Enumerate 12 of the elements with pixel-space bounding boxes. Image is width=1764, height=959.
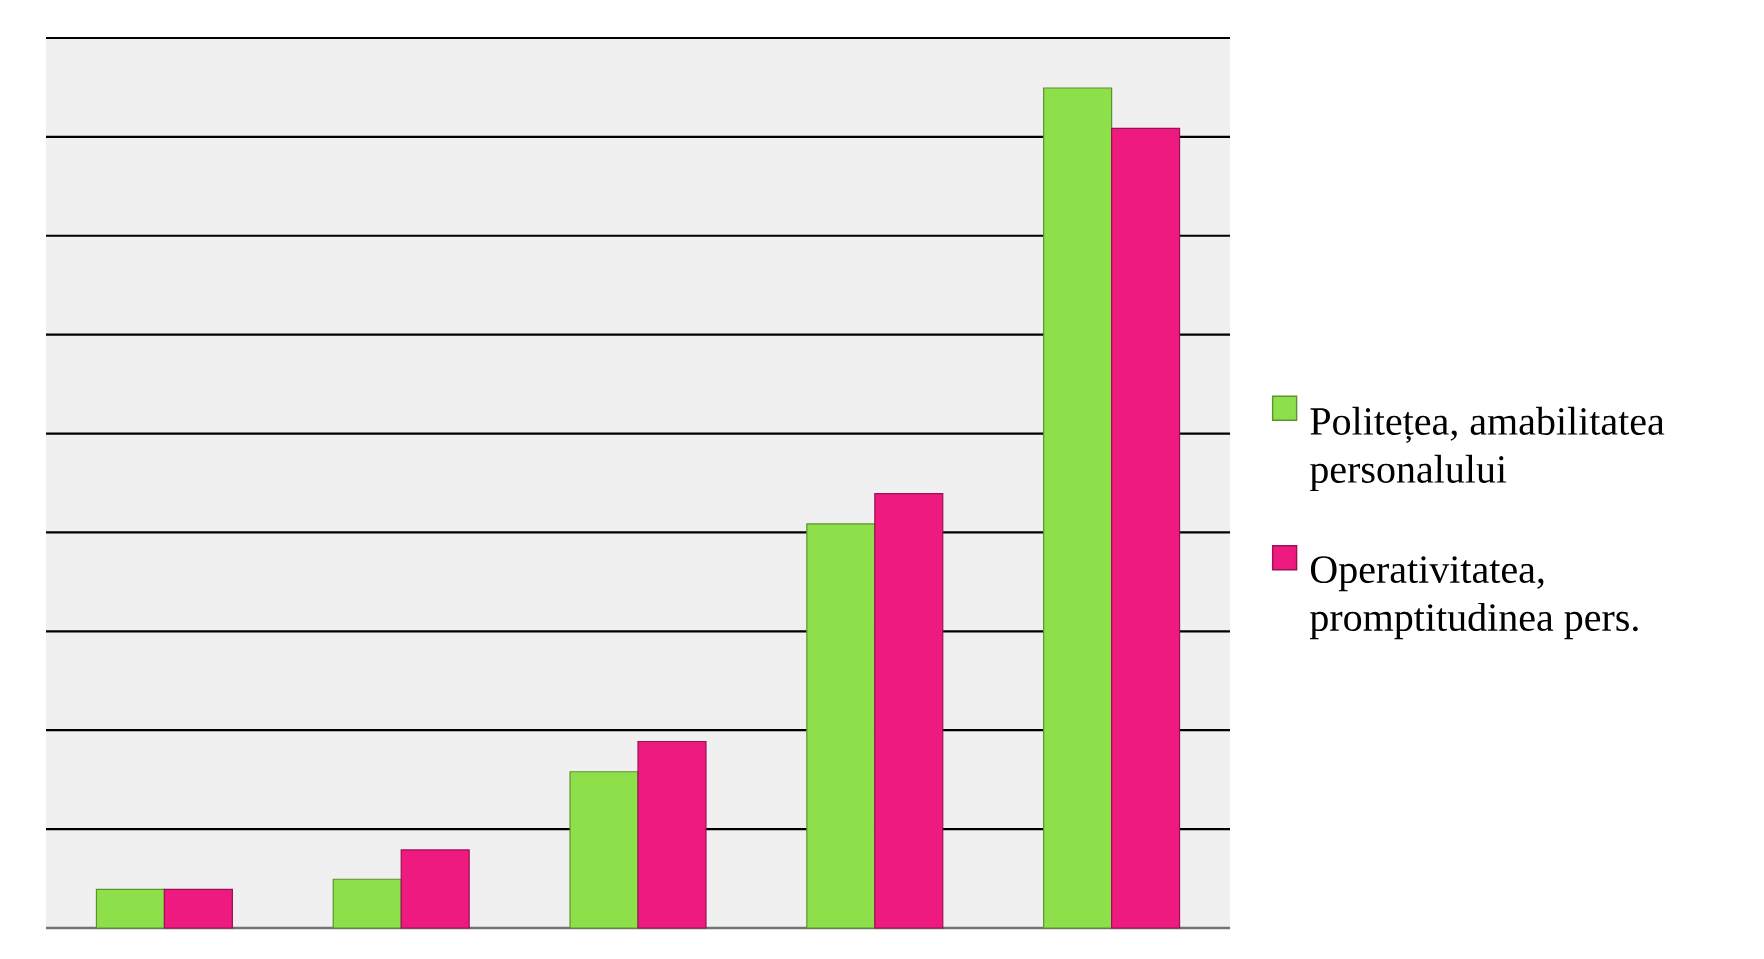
bar bbox=[1043, 87, 1113, 929]
bar bbox=[637, 740, 707, 929]
bar bbox=[806, 523, 876, 929]
bar bbox=[163, 888, 233, 929]
bar bbox=[400, 849, 470, 929]
bar bbox=[1111, 127, 1181, 929]
bar bbox=[95, 888, 166, 929]
legend-label: Politețea, amabilitatea personalului bbox=[1309, 406, 1665, 492]
legend-label: Operativitatea, promptitudinea pers. bbox=[1309, 556, 1638, 640]
bar bbox=[874, 493, 944, 929]
bar bbox=[332, 878, 402, 929]
bar bbox=[569, 771, 639, 929]
